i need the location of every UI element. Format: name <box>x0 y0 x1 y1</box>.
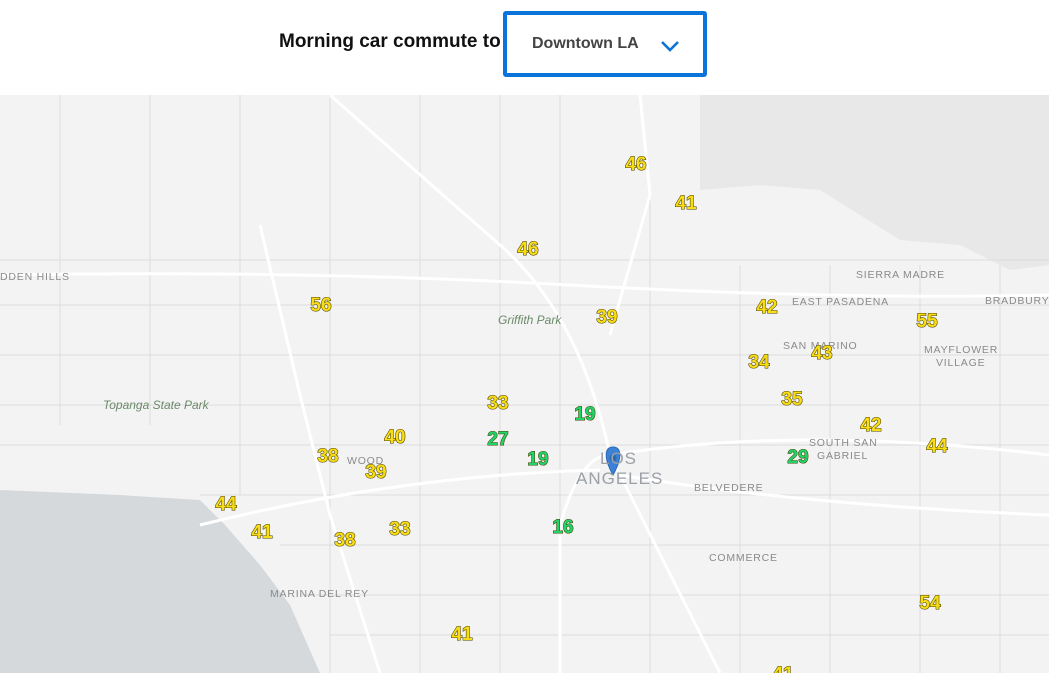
commute-time: 16 <box>552 517 573 538</box>
commute-markers: 46 41 46 56 39 42 55 34 43 35 33 19 42 40 27 38 19 29 44 39… <box>215 153 949 673</box>
ocean <box>0 490 320 673</box>
place-label: WOOD <box>347 455 384 467</box>
place-label: SAN MARINO <box>783 340 858 352</box>
commute-time: 19 <box>527 449 548 470</box>
commute-time: 38 <box>317 446 338 467</box>
place-label: DDEN HILLS <box>0 271 70 283</box>
commute-time: 34 <box>748 352 770 373</box>
place-label: Topanga State Park <box>103 398 210 412</box>
commute-time: 46 <box>625 154 646 175</box>
commute-time: 33 <box>487 393 508 414</box>
place-label: COMMERCE <box>709 552 778 564</box>
commute-time: 42 <box>860 415 881 436</box>
destination-dropdown[interactable]: Downtown LA <box>503 11 707 77</box>
commute-time: 46 <box>517 239 538 260</box>
commute-time: 33 <box>389 519 410 540</box>
commute-time: 19 <box>574 404 595 425</box>
destination-value: Downtown LA <box>532 35 639 52</box>
commute-time: 40 <box>384 427 405 448</box>
place-labels: DDEN HILLS SIERRA MADRE EAST PASADENA BRADB… <box>0 269 1049 600</box>
place-label: MARINA DEL REY <box>270 588 369 600</box>
commute-time: 41 <box>675 193 697 214</box>
commute-time: 41 <box>772 664 794 673</box>
header-label: Morning car commute to <box>279 31 501 52</box>
place-label: BRADBURY <box>985 295 1049 307</box>
place-label: VILLAGE <box>936 357 985 369</box>
commute-time: 54 <box>919 593 941 614</box>
commute-time: 55 <box>916 311 938 332</box>
commute-time: 29 <box>787 447 808 468</box>
header: Morning car commute to Downtown LA <box>0 0 1049 95</box>
forest-area <box>700 95 1049 270</box>
commute-time: 56 <box>310 295 331 316</box>
commute-time: 27 <box>487 429 508 450</box>
place-label: Griffith Park <box>498 313 562 327</box>
chevron-icon <box>661 41 679 52</box>
place-label: MAYFLOWER <box>924 344 998 356</box>
commute-time: 42 <box>756 297 777 318</box>
commute-time: 38 <box>334 530 355 551</box>
place-label: LOS <box>600 449 637 468</box>
place-label: ANGELES <box>576 469 663 488</box>
commute-time: 39 <box>596 307 617 328</box>
commute-time: 41 <box>451 624 473 645</box>
commute-time: 44 <box>215 494 237 515</box>
place-label: EAST PASADENA <box>792 296 889 308</box>
freeways <box>0 95 1049 673</box>
pin-dot <box>609 454 617 462</box>
place-label: GABRIEL <box>817 450 868 462</box>
commute-time: 44 <box>926 436 948 457</box>
commute-time: 41 <box>251 522 273 543</box>
place-label: SIERRA MADRE <box>856 269 945 281</box>
commute-time: 43 <box>811 343 832 364</box>
map: DDEN HILLS SIERRA MADRE EAST PASADENA BRADB… <box>0 95 1049 673</box>
commute-time: 35 <box>781 389 803 410</box>
place-label: BELVEDERE <box>694 482 763 494</box>
place-label: SOUTH SAN <box>809 437 877 449</box>
commute-time: 39 <box>365 462 386 483</box>
streets <box>0 95 1049 673</box>
